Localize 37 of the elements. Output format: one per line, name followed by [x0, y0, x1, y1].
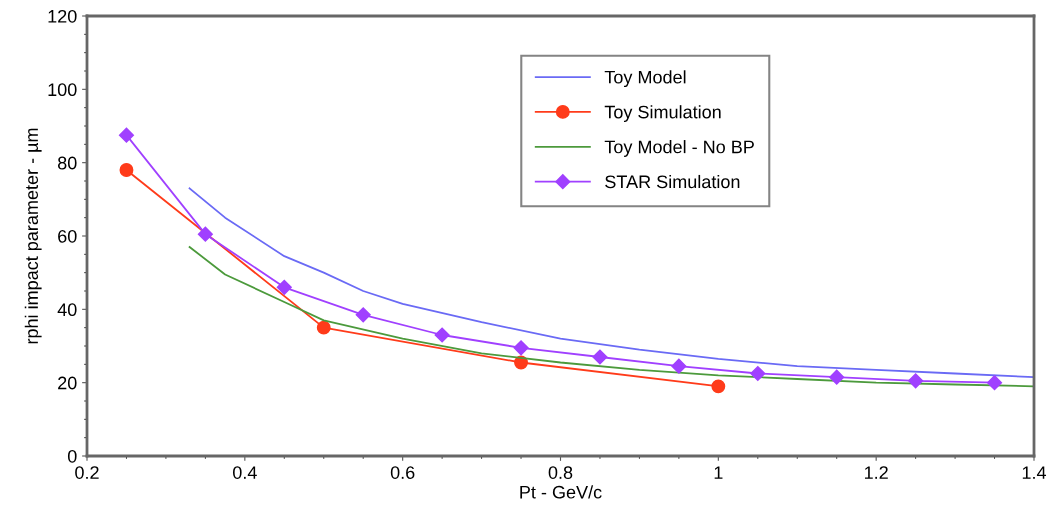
point: [355, 307, 371, 323]
x-tick-label: 1: [714, 466, 723, 479]
legend-label: Toy Model: [604, 70, 686, 88]
x-tick-label: 0.2: [75, 466, 99, 479]
y-tick-label: 80: [57, 156, 77, 170]
x-axis-title: Pt - GeV/c: [520, 485, 602, 499]
y-tick-label: 0: [67, 449, 77, 463]
point: [513, 340, 529, 356]
legend-label: Toy Simulation: [604, 105, 721, 122]
point: [592, 349, 608, 365]
y-tick-label: 40: [57, 303, 77, 317]
x-tick-label: 0.8: [548, 466, 573, 479]
x-tick-label: 1.4: [1022, 466, 1047, 479]
x-tick-label: 0.4: [232, 466, 257, 479]
point: [434, 327, 450, 343]
point: [750, 365, 766, 382]
x-tick-label: 0.6: [390, 466, 415, 479]
y-tick-label: 20: [58, 376, 77, 390]
point: [671, 358, 687, 374]
point: [986, 375, 1003, 391]
y-axis-title: rphi impact parameter - µm: [24, 128, 42, 344]
legend-label: STAR Simulation: [605, 174, 740, 189]
y-tick-label: 60: [58, 229, 77, 243]
point: [908, 373, 924, 389]
point: [276, 279, 292, 295]
point: [711, 379, 726, 394]
point: [119, 163, 134, 177]
line-series: [188, 246, 1034, 388]
legend-label: Toy Model - No BP: [604, 140, 754, 157]
point: [316, 320, 331, 335]
y-tick-label: 100: [48, 83, 77, 97]
line-series: [188, 187, 1034, 379]
y-tick-label: 120: [48, 9, 77, 23]
point: [197, 226, 213, 242]
point: [118, 127, 135, 143]
point: [829, 369, 845, 385]
x-tick-label: 1.2: [864, 466, 888, 479]
